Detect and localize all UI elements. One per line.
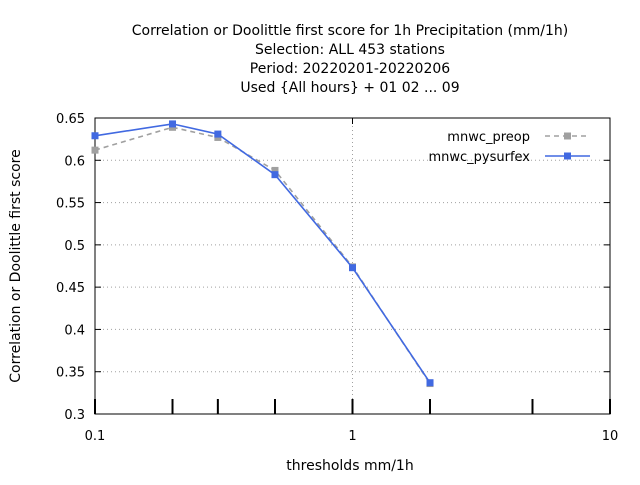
title-line-3: Period: 20220201-20220206 <box>250 61 450 77</box>
title-line-4: Used {All hours} + 01 02 ... 09 <box>240 80 459 96</box>
x-axis-label: thresholds mm/1h <box>286 458 413 474</box>
series-line-mnwc_preop <box>94 126 431 385</box>
data-point-mnwc_pysurfex <box>214 130 222 138</box>
data-point-mnwc_preop <box>271 166 279 174</box>
data-point-mnwc_pysurfex <box>426 379 434 387</box>
y-tick-label: 0.35 <box>56 366 85 381</box>
legend-label-mnwc_preop: mnwc_preop <box>447 130 530 145</box>
x-tick-label: 10 <box>602 429 619 444</box>
y-axis-ticks: 0.3 0.35 0.4 0.45 0.5 0.55 0.6 0.65 <box>56 112 610 423</box>
x-tick-label: 1 <box>348 429 356 444</box>
data-point-mnwc_pysurfex <box>169 120 177 128</box>
series-line-mnwc_pysurfex <box>94 123 431 384</box>
legend: mnwc_preop mnwc_pysurfex <box>428 130 590 165</box>
y-axis-label: Correlation or Doolittle first score <box>8 149 24 382</box>
data-point-mnwc_pysurfex <box>271 171 279 179</box>
chart-title: Correlation or Doolittle first score for… <box>132 23 569 96</box>
title-line-2: Selection: ALL 453 stations <box>255 42 445 58</box>
title-line-1: Correlation or Doolittle first score for… <box>132 23 569 39</box>
legend-swatch-marker <box>564 132 571 140</box>
legend-label-mnwc_pysurfex: mnwc_pysurfex <box>428 150 530 165</box>
legend-swatch-marker <box>564 152 571 160</box>
y-tick-label: 0.55 <box>56 197 85 212</box>
x-tick-label: 0.1 <box>85 429 106 444</box>
series-lines <box>91 120 434 388</box>
y-tick-label: 0.6 <box>64 154 85 169</box>
data-point-mnwc_pysurfex <box>91 132 99 140</box>
y-tick-label: 0.45 <box>56 281 85 296</box>
data-point-mnwc_pysurfex <box>349 264 356 272</box>
data-point-mnwc_preop <box>91 146 99 154</box>
y-tick-label: 0.5 <box>64 239 85 254</box>
x-axis-ticks: 0.1 1 10 <box>85 118 619 444</box>
y-tick-label: 0.4 <box>64 323 85 338</box>
y-tick-label: 0.65 <box>56 112 85 127</box>
threshold-markers <box>94 399 611 414</box>
y-tick-label: 0.3 <box>64 408 85 423</box>
